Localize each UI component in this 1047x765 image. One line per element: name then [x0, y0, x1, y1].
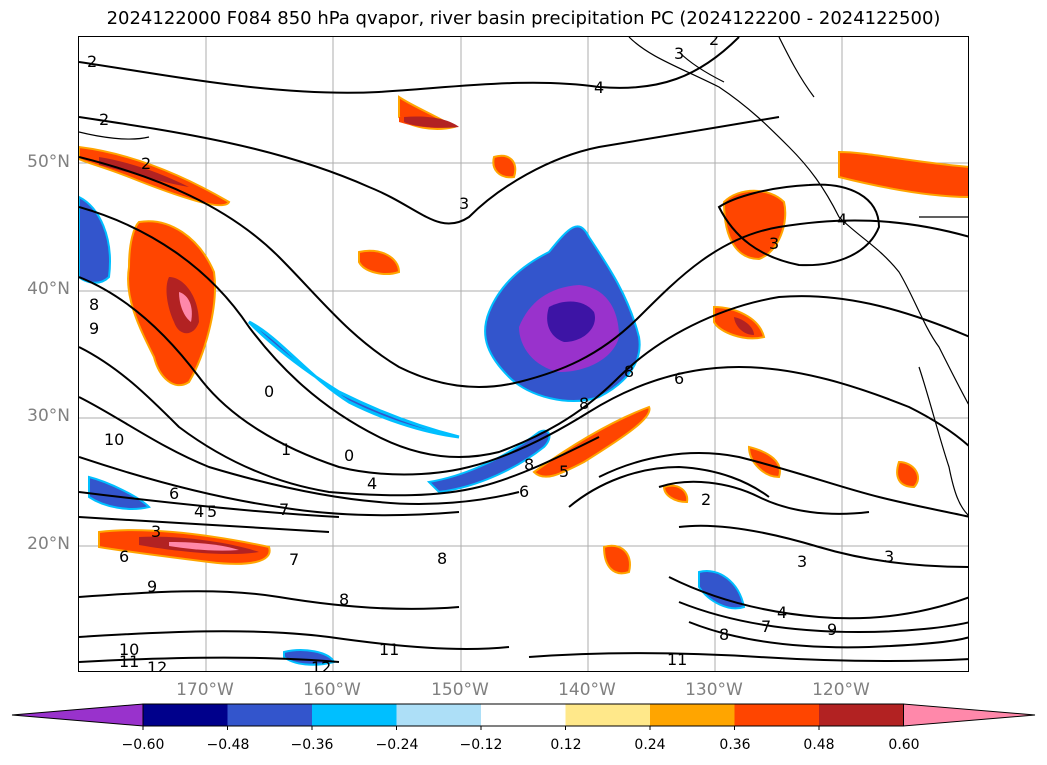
contour-label: 12 — [147, 658, 167, 672]
colorbar-segment — [396, 704, 482, 726]
colorbar — [11, 703, 1036, 730]
contour-label: 3 — [151, 522, 161, 541]
contour-label: 4 — [837, 210, 847, 229]
contour-label: 3 — [884, 547, 894, 566]
colorbar-tick: 0.24 — [634, 737, 666, 753]
precip-shading — [79, 95, 968, 666]
contour-label: 9 — [147, 577, 157, 596]
lon-label-120w: 120°W — [812, 680, 870, 700]
colorbar-tick: 0.36 — [719, 737, 751, 753]
lon-label-140w: 140°W — [558, 680, 616, 700]
contour-label: 5 — [207, 502, 217, 521]
contour-label: 7 — [761, 617, 771, 636]
lat-label-40n: 40°N — [27, 279, 70, 299]
colorbar-segment — [565, 704, 651, 726]
contour-label: 4 — [594, 78, 604, 97]
map-plot-area: 2 2 2 3 4 2 3 4 3 8 9 10 6 4 5 7 3 7 6 9… — [78, 36, 969, 672]
map-title: 2024122000 F084 850 hPa qvapor, river ba… — [106, 8, 941, 29]
colorbar-segment — [734, 704, 820, 726]
contour-label: 6 — [119, 547, 129, 566]
contour-label: 2 — [99, 110, 109, 129]
colorbar-extend-low — [11, 703, 144, 727]
contour-label: 8 — [524, 455, 534, 474]
lon-label-170w: 170°W — [176, 680, 234, 700]
colorbar-segment — [650, 704, 735, 726]
colorbar-tick: 0.60 — [888, 737, 920, 753]
contour-label: 2 — [141, 154, 151, 173]
colorbar-tick: 0.48 — [803, 737, 835, 753]
lat-label-30n: 30°N — [27, 406, 70, 426]
contour-label: 3 — [797, 552, 807, 571]
contour-label: 11 — [379, 640, 399, 659]
contour-label: 8 — [339, 590, 349, 609]
colorbar-outline — [142, 703, 904, 727]
colorbar-segment — [481, 704, 566, 726]
colorbar-segment — [312, 704, 397, 726]
colorbar-segment — [819, 704, 904, 726]
colorbar-extend-high — [903, 703, 1036, 727]
colorbar-tick: −0.60 — [121, 737, 165, 753]
contour-label: 8 — [437, 549, 447, 568]
contour-label: 10 — [119, 640, 139, 659]
colorbar-tick: −0.24 — [375, 737, 419, 753]
lat-label-20n: 20°N — [27, 534, 70, 554]
coastlines — [79, 37, 968, 516]
contour-label: 3 — [769, 234, 779, 253]
contour-label: 6 — [169, 484, 179, 503]
contour-label: 6 — [519, 482, 529, 501]
lon-label-150w: 150°W — [431, 680, 489, 700]
contour-label: 2 — [709, 37, 719, 49]
contour-label: 8 — [624, 362, 634, 381]
colorbar-tick: −0.36 — [290, 737, 334, 753]
contour-label: 2 — [87, 52, 97, 71]
contour-label: 8 — [89, 295, 99, 314]
colorbar-tick: 0.12 — [550, 737, 582, 753]
colorbar-segment — [143, 704, 228, 726]
contour-label: 8 — [719, 625, 729, 644]
contour-label: 10 — [104, 430, 124, 449]
lat-label-50n: 50°N — [27, 152, 70, 172]
contour-label: 0 — [344, 446, 354, 465]
contour-label: 3 — [459, 194, 469, 213]
contour-label: 5 — [559, 462, 569, 481]
contour-labels: 2 2 2 3 4 2 3 4 3 8 9 10 6 4 5 7 3 7 6 9… — [87, 37, 894, 672]
contour-label: 9 — [827, 620, 837, 639]
contour-label: 4 — [367, 474, 377, 493]
colorbar-segments — [11, 703, 1036, 730]
contour-label: 8 — [579, 394, 589, 413]
lon-label-130w: 130°W — [685, 680, 743, 700]
colorbar-tick: −0.48 — [206, 737, 250, 753]
contour-label: 3 — [674, 44, 684, 63]
contour-label: 6 — [674, 369, 684, 388]
contour-label: 4 — [777, 603, 787, 622]
lon-label-160w: 160°W — [303, 680, 361, 700]
contour-label: 11 — [119, 652, 139, 671]
colorbar-tick: −0.12 — [459, 737, 503, 753]
contour-label: 12 — [311, 658, 331, 672]
contour-label: 0 — [264, 382, 274, 401]
map-canvas: 2 2 2 3 4 2 3 4 3 8 9 10 6 4 5 7 3 7 6 9… — [79, 37, 968, 672]
contour-label: 7 — [279, 500, 289, 519]
contour-label: 7 — [289, 550, 299, 569]
contour-label: 11 — [667, 650, 687, 669]
qvapor-contours — [79, 37, 968, 663]
colorbar-segment — [227, 704, 313, 726]
contour-label: 4 — [194, 502, 204, 521]
contour-label: 1 — [281, 440, 291, 459]
contour-label: 9 — [89, 319, 99, 338]
contour-label: 2 — [701, 490, 711, 509]
